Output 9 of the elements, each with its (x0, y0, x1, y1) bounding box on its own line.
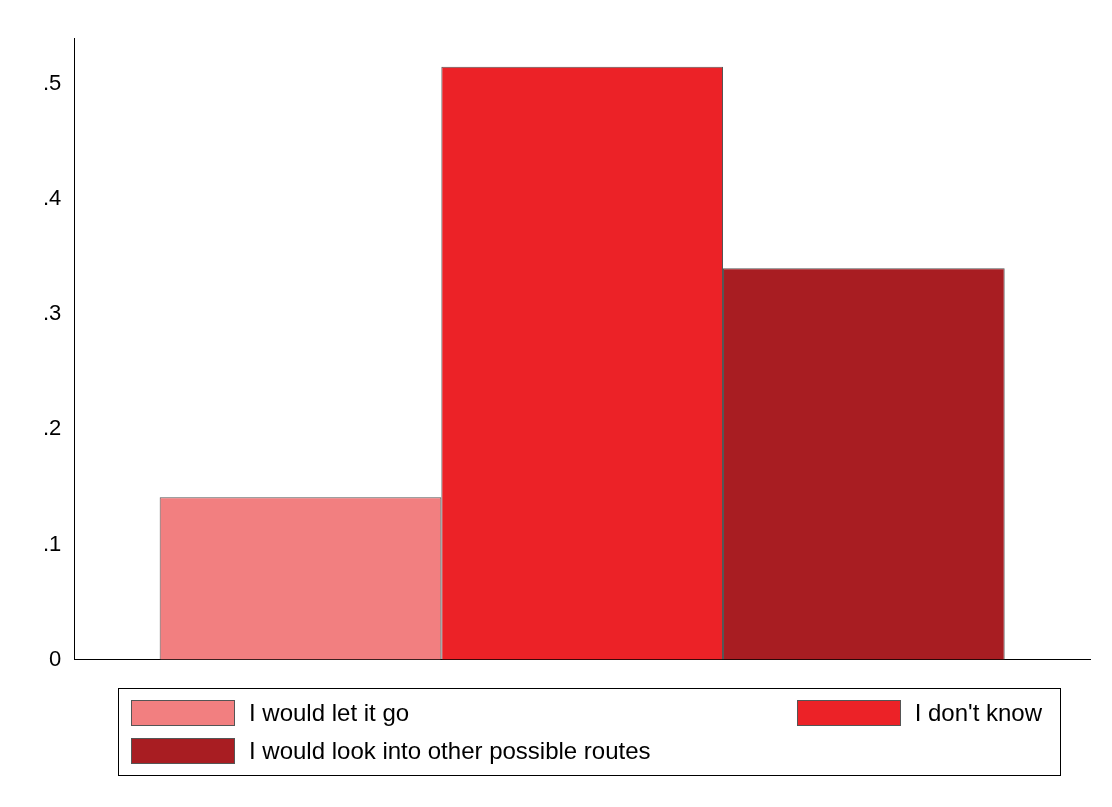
y-tick-label: .5 (42, 70, 62, 96)
y-tick-label: .1 (42, 530, 62, 556)
y-tick-label: .4 (42, 185, 62, 211)
y-tick-label: .3 (42, 300, 62, 326)
y-tick-label: 0 (49, 645, 62, 671)
legend-label: I don't know (914, 699, 1042, 727)
y-tick-label: .2 (42, 415, 62, 441)
legend-label: I would look into other possible routes (249, 737, 651, 765)
legend-label: I would let it go (249, 699, 410, 727)
